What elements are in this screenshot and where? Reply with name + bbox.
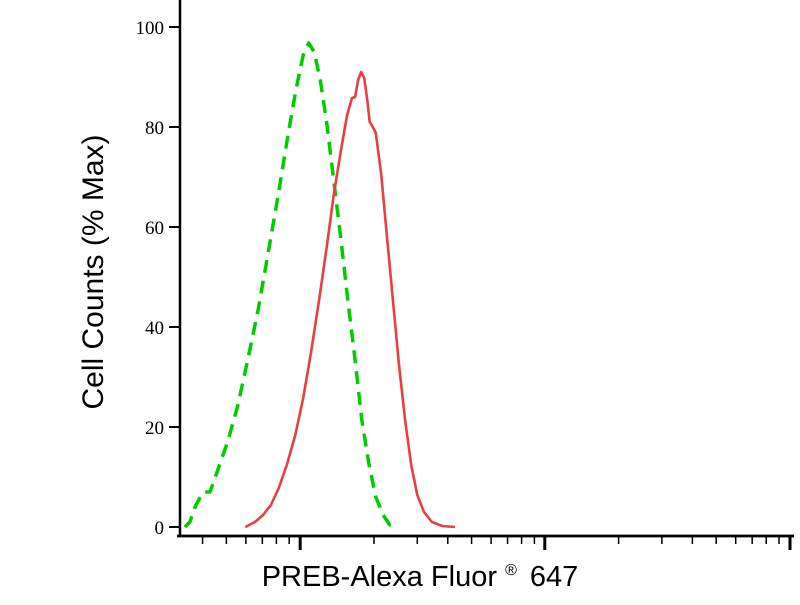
y-axis-title: Cell Counts (% Max): [77, 134, 110, 409]
axes: 0 20 40 60 80 100: [136, 0, 794, 550]
y-tick-label: 100: [136, 18, 165, 39]
registered-trademark-symbol: ®: [505, 562, 517, 579]
y-tick-label: 80: [145, 118, 164, 139]
x-axis-title: PREB-Alexa Fluor ® 647: [262, 550, 579, 593]
y-tick-label: 60: [145, 218, 164, 239]
green-dashed-curve: [183, 41, 399, 529]
y-tick-label: 20: [145, 418, 164, 439]
red-solid-curve: [244, 70, 456, 529]
y-tick-label: 40: [145, 318, 164, 339]
x-axis-title-suffix: 647: [530, 561, 578, 593]
curves: [183, 41, 456, 529]
y-tick-label: 0: [155, 518, 165, 539]
x-axis-title-main: PREB-Alexa Fluor: [262, 561, 498, 593]
